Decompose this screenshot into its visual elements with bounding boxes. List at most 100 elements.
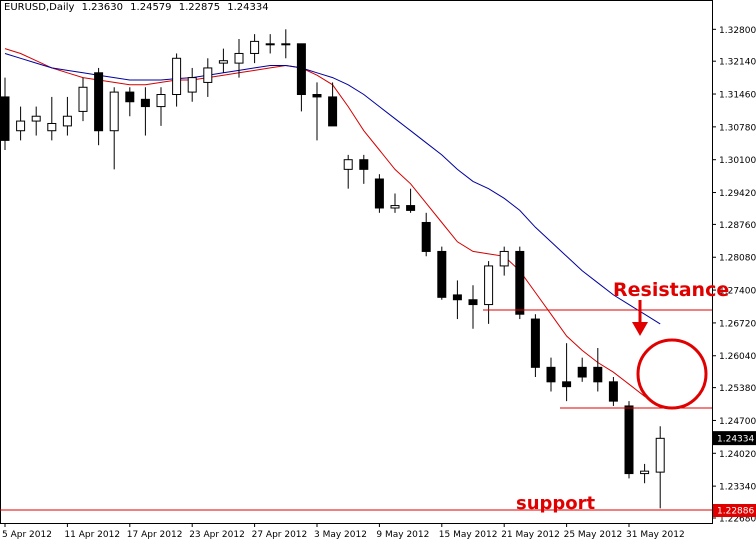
candle xyxy=(515,246,525,320)
candle xyxy=(546,357,556,392)
candle-body-bear xyxy=(593,366,603,383)
candle-body-bear xyxy=(296,43,306,96)
candle-body-bear xyxy=(530,318,540,368)
x-tick-label: 17 Apr 2012 xyxy=(127,530,183,540)
candle xyxy=(437,246,447,300)
candle-body-bear xyxy=(468,299,478,306)
candle-body-bull xyxy=(16,120,26,132)
y-tick-label: 1.23340 xyxy=(719,483,756,493)
candle xyxy=(421,212,431,257)
candle-body-bull xyxy=(234,52,244,64)
candle-body-bear xyxy=(0,96,10,141)
y-tick-label: 1.32140 xyxy=(719,58,756,68)
candle-body-bear xyxy=(328,96,338,127)
y-tick-label: 1.30780 xyxy=(719,123,756,133)
candle xyxy=(187,67,197,102)
candle xyxy=(655,426,665,509)
candle-body-bull xyxy=(655,437,665,473)
x-tick-label: 25 May 2012 xyxy=(564,530,623,540)
x-tick-label: 5 Apr 2012 xyxy=(2,530,52,540)
candle-body-bear xyxy=(624,405,634,475)
candle xyxy=(312,82,322,141)
candle xyxy=(624,401,634,479)
y-tick-label: 1.27400 xyxy=(719,287,756,297)
resistance-circle xyxy=(636,338,708,410)
candle xyxy=(484,261,494,324)
candle-body-bear xyxy=(577,366,587,378)
candle-body-bear xyxy=(312,94,322,98)
y-tick-label: 1.28760 xyxy=(719,221,756,231)
x-tick-label: 11 Apr 2012 xyxy=(64,530,120,540)
symbol-label: EURUSD,Daily xyxy=(4,2,75,13)
candle xyxy=(156,87,166,126)
candle-body-bull xyxy=(640,470,650,475)
current-price-marker xyxy=(713,431,756,446)
candle-body-bull xyxy=(156,94,166,108)
candle-body-bull xyxy=(343,159,353,170)
candle-body-bull xyxy=(109,91,119,132)
arrow-head xyxy=(632,322,648,336)
candle xyxy=(530,314,540,377)
candle-body-bull xyxy=(203,67,213,83)
candle-body-bull xyxy=(172,57,182,96)
x-tick-label: 15 May 2012 xyxy=(439,530,498,540)
candle-body-bear xyxy=(608,381,618,402)
candle-body-bear xyxy=(562,381,572,388)
candle xyxy=(47,96,57,141)
x-tick-label: 27 Apr 2012 xyxy=(252,530,308,540)
ma-line-2 xyxy=(4,53,661,325)
chart-header: EURUSD,Daily 1.23630 1.24579 1.22875 1.2… xyxy=(4,2,273,13)
candle xyxy=(109,87,119,170)
candle xyxy=(562,343,572,402)
candle-body-bear xyxy=(374,178,384,209)
candle xyxy=(343,154,353,189)
candle-body-bull xyxy=(484,265,494,306)
x-tick-label: 3 May 2012 xyxy=(314,530,367,540)
current-price-label: 1.24334 xyxy=(717,435,754,445)
candle xyxy=(640,463,650,484)
candle-body-bull xyxy=(281,43,291,46)
candle-body-bear xyxy=(359,159,369,170)
y-tick-label: 1.22680 xyxy=(719,515,756,525)
x-tick-label: 9 May 2012 xyxy=(376,530,429,540)
candle-body-bull xyxy=(499,250,509,267)
candle-body-bull xyxy=(31,115,41,122)
y-tick-label: 1.25380 xyxy=(719,384,756,394)
candle-body-bear xyxy=(406,205,416,211)
y-tick-label: 1.32800 xyxy=(719,26,756,36)
candle-body-bull xyxy=(390,205,400,209)
resistance-label: Resistance xyxy=(613,279,729,301)
y-tick-label: 1.30100 xyxy=(719,156,756,166)
y-tick-label: 1.26720 xyxy=(719,319,756,329)
y-tick-label: 1.29420 xyxy=(719,189,756,199)
candles xyxy=(0,29,665,509)
candle xyxy=(296,43,306,112)
open-price: 1.23630 xyxy=(81,2,123,13)
candle-body-bull xyxy=(250,40,260,54)
support-label: support xyxy=(516,493,596,514)
high-price: 1.24579 xyxy=(130,2,172,13)
candle-body-bull xyxy=(47,122,57,132)
candle xyxy=(406,188,416,213)
candle xyxy=(94,67,104,146)
candle xyxy=(328,82,338,127)
candle xyxy=(16,106,26,141)
candle xyxy=(359,154,369,184)
candle xyxy=(125,87,135,117)
y-tick-label: 1.31460 xyxy=(719,91,756,101)
candle-body-bear xyxy=(125,91,135,103)
candle xyxy=(468,285,478,329)
candle xyxy=(203,58,213,97)
candle-body-bull xyxy=(187,77,197,93)
candle xyxy=(374,174,384,213)
candle xyxy=(577,357,587,382)
candle xyxy=(78,77,88,122)
candle xyxy=(593,348,603,392)
x-tick-label: 23 Apr 2012 xyxy=(189,530,245,540)
y-tick-label: 1.28080 xyxy=(719,254,756,264)
y-tick-label: 1.26040 xyxy=(719,352,756,362)
close-price: 1.24334 xyxy=(227,2,269,13)
candle-body-bear xyxy=(421,221,431,252)
candle xyxy=(62,96,72,136)
